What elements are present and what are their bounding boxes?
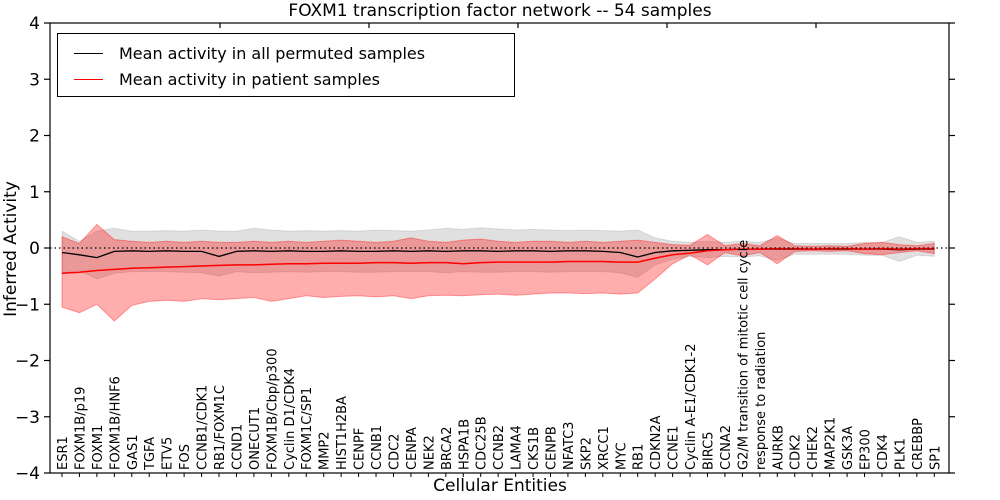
x-tick-label: FOXM1: [91, 425, 106, 470]
x-tick-label: CENPA: [405, 427, 420, 470]
x-tick-label: CKS1B: [527, 427, 542, 470]
legend-label-permuted: Mean activity in all permuted samples: [119, 43, 426, 63]
y-tick-label: −3: [15, 408, 40, 428]
x-tick-label: CDK4: [876, 434, 891, 470]
legend-label-patient: Mean activity in patient samples: [119, 69, 380, 89]
x-tick-label: CCNB2: [492, 425, 507, 470]
x-tick-label: FOXM1B/HNF6: [108, 376, 123, 470]
x-tick-label: CCNB1: [370, 425, 385, 470]
y-tick-label: 1: [29, 183, 40, 203]
x-tick-label: CHEK2: [806, 426, 821, 470]
patient-mean-line: [61, 247, 935, 275]
y-tick-label: −2: [15, 352, 40, 372]
x-tick-label: G2/M transition of mitotic cell cycle: [736, 240, 751, 470]
y-axis-title: Inferred Activity: [1, 181, 21, 317]
x-tick-label: CENPF: [353, 428, 368, 470]
x-tick-label: FOS: [178, 444, 193, 470]
x-axis-title: Cellular Entities: [433, 476, 567, 496]
y-tick-label: 4: [29, 14, 40, 34]
x-tick-label: CENPB: [544, 426, 559, 470]
x-tick-label: CREBBP: [911, 418, 926, 470]
x-tick-label: LAMA4: [510, 425, 525, 470]
x-tick-label: SKP2: [579, 437, 594, 470]
y-tick-label: 0: [29, 239, 40, 259]
x-tick-label: NEK2: [422, 435, 437, 470]
x-tick-label: CDC2: [387, 434, 402, 470]
chart-title: FOXM1 transcription factor network -- 54…: [288, 1, 712, 21]
x-tick-label: MYC: [614, 442, 629, 470]
x-tick-label: HIST1H2BA: [335, 396, 350, 470]
x-tick-label: CCNA2: [719, 425, 734, 470]
x-tick-label: FOXM1B/p19: [73, 387, 88, 470]
legend: Mean activity in all permuted samples Me…: [57, 33, 515, 97]
x-tick-label: MMP2: [318, 431, 333, 470]
x-tick-label: CDC25B: [475, 416, 490, 470]
y-tick-label: −4: [15, 464, 40, 484]
x-tick-label: ETV5: [161, 437, 176, 470]
patient-line-swatch: [74, 78, 103, 80]
permuted-line-swatch: [74, 52, 103, 54]
x-tick-label: ONECUT1: [248, 407, 263, 470]
x-tick-label: AURKB: [771, 425, 786, 470]
x-tick-label: RB1: [632, 444, 647, 470]
x-tick-label: ESR1: [56, 436, 71, 470]
permuted-band: [61, 227, 935, 280]
x-tick-label: Cyclin A-E1/CDK1-2: [684, 343, 699, 470]
x-tick-label: NFATC3: [562, 422, 577, 470]
x-tick-label: MAP2K1: [824, 417, 839, 470]
y-tick-label: −1: [15, 295, 40, 315]
legend-item-patient: Mean activity in patient samples: [74, 66, 514, 92]
x-tick-label: CCND1: [230, 424, 245, 470]
x-tick-label: CCNE1: [667, 426, 682, 470]
y-tick-label: 2: [29, 127, 40, 147]
x-tick-label: FOXM1C/SP1: [300, 387, 315, 470]
x-tick-label: BRCA2: [440, 426, 455, 470]
x-tick-label: FOXM1B/Cbp/p300: [265, 348, 280, 470]
x-tick-label: response to radiation: [754, 332, 769, 470]
x-tick-label: GAS1: [126, 435, 141, 471]
x-tick-label: BIRC5: [702, 432, 717, 471]
x-tick-label: EP300: [859, 429, 874, 470]
x-tick-label: RB1/FOXM1C: [213, 385, 228, 470]
x-tick-label: XRCC1: [597, 426, 612, 470]
x-tick-label: TGFA: [143, 437, 158, 471]
x-tick-label: CDK2: [789, 434, 804, 470]
legend-item-permuted: Mean activity in all permuted samples: [74, 40, 514, 66]
y-tick-label: 3: [29, 70, 40, 90]
x-tick-label: SP1: [928, 446, 943, 470]
x-tick-label: HSPA1B: [457, 419, 472, 470]
x-tick-label: PLK1: [893, 438, 908, 470]
x-tick-label: GSK3A: [841, 426, 856, 470]
x-tick-label: CCNB1/CDK1: [196, 385, 211, 470]
x-tick-label: Cyclin D1/CDK4: [283, 368, 298, 470]
x-tick-label: CDKN2A: [649, 415, 664, 470]
